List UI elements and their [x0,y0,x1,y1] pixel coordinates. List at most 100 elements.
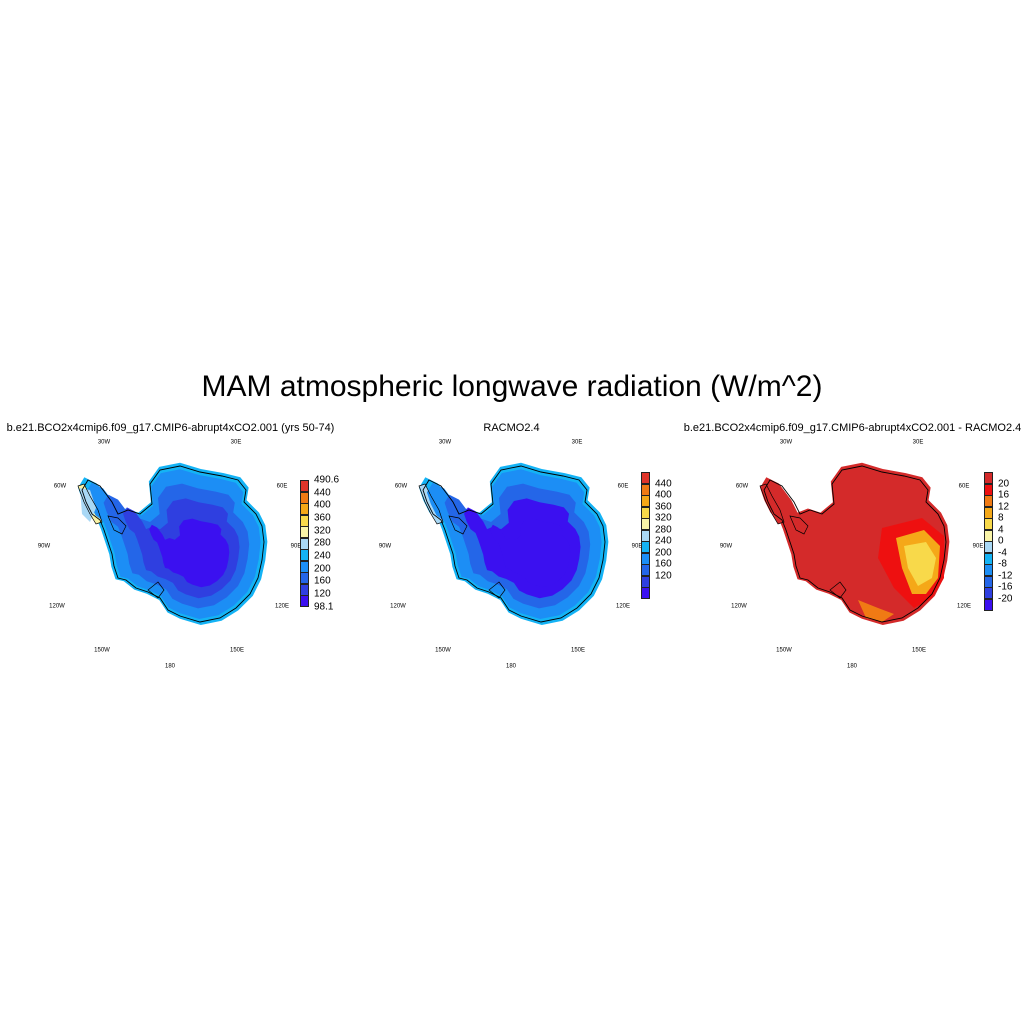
longitude-label: 180 [506,664,517,670]
panel-model: b.e21.BCO2x4cmip6.f09_g17.CMIP6-abrupt4x… [0,418,341,678]
ice-shelf-outline [448,515,468,535]
colorbar-label: 16 [998,489,1010,501]
colorbar-label: 160 [314,575,331,587]
colorbar-label: 440 [655,478,672,489]
ice-shelf-outline [147,581,165,599]
colorbar-box [984,575,993,588]
colorbar-label: -16 [998,581,1013,593]
longitude-label: 30E [913,440,924,446]
colorbar-box [300,549,309,562]
colorbar-box [300,503,309,516]
field-interior [490,518,571,588]
longitude-label: 60E [277,484,288,490]
colorbar-box [641,541,650,554]
colorbar-box [641,518,650,531]
colorbar-box [300,537,309,550]
antarctica-map: 30W 30E 60W 60E 90W 90E 120W 120E 150W 150E 180 [720,440,984,670]
longitude-label: 90W [38,544,51,550]
longitude-label: 30W [439,440,452,446]
colorbar-box [984,506,993,519]
colorbar-label: -12 [998,570,1013,581]
colorbar-label: 160 [655,558,672,570]
colorbar-box [300,480,309,493]
field-interior [149,518,230,588]
colorbar-label: 200 [655,547,672,558]
colorbar-box [300,514,309,527]
colorbar-label: 400 [314,499,331,511]
colorbar-label: 240 [655,535,672,547]
colorbar-label: 240 [314,550,331,562]
colorbar-box [641,552,650,565]
colorbar-box [300,560,309,573]
colorbar-label: 360 [655,501,672,512]
longitude-label: 120E [957,604,971,610]
colorbar-box [984,564,993,577]
longitude-label: 90E [291,544,302,550]
colorbar-box [641,587,650,600]
panel-title: b.e21.BCO2x4cmip6.f09_g17.CMIP6-abrupt4x… [6,422,335,434]
colorbar-box [984,495,993,508]
longitude-label: 90W [720,544,733,550]
field-yellow [904,542,936,586]
longitude-label: 150E [912,648,926,654]
colorbar-label: 320 [655,512,672,524]
antarctica-map: 30W 30E 60W 60E 90W 90E 120W 120E 150W 150E 180 [38,440,302,670]
panel-title: RACMO2.4 [483,422,540,434]
colorbar-box [984,598,993,611]
panel-title: b.e21.BCO2x4cmip6.f09_g17.CMIP6-abrupt4x… [683,422,1022,434]
colorbar-label: 280 [655,524,672,535]
peninsula-outline [759,483,785,525]
colorbar-label: 98.1 [314,601,334,612]
colorbar-box [641,483,650,496]
colorbar-box [300,595,309,608]
longitude-label: 120W [49,604,65,610]
peninsula-outline [418,483,444,525]
colorbar-box [984,472,993,485]
panel-difference: b.e21.BCO2x4cmip6.f09_g17.CMIP6-abrupt4x… [682,418,1023,678]
longitude-label: 90W [379,544,392,550]
colorbar-box [641,529,650,542]
figure-title: MAM atmospheric longwave radiation (W/m^… [201,370,823,403]
longitude-label: 60W [736,484,749,490]
coastline [422,465,606,623]
longitude-label: 180 [847,664,858,670]
colorbar-box [984,529,993,542]
longitude-label: 90E [632,544,643,550]
colorbar-label: 440 [314,487,331,499]
colorbar-box [984,518,993,531]
ice-shelf-outline [488,581,506,599]
colorbar-box [300,491,309,504]
longitude-label: 150E [571,648,585,654]
colorbar-label: -20 [998,593,1013,604]
colorbar-box [641,564,650,577]
colorbar-label: 120 [314,588,331,600]
colorbar-box [300,526,309,539]
colorbar-label: 490.6 [314,474,340,486]
colorbar-label: 4 [998,524,1004,535]
colorbar-label: 280 [314,537,331,549]
antarctica-map: 30W 30E 60W 60E 90W 90E 120W 120E 150W 150E 180 [379,440,643,670]
longitude-label: 150W [435,648,451,654]
longitude-label: 60W [395,484,408,490]
longitude-label: 150W [94,648,110,654]
colorbar-box [641,495,650,508]
ice-shelf-outline [829,581,847,599]
longitude-label: 30E [572,440,583,446]
field-warm [858,600,894,622]
peninsula-outline [77,483,103,525]
colorbar-box [641,575,650,588]
longitude-label: 180 [165,664,176,670]
colorbar-label: 360 [314,512,331,524]
colorbar-label: 20 [998,478,1010,489]
colorbar-label: -4 [998,547,1007,558]
longitude-label: 90E [973,544,984,550]
longitude-label: 60E [959,484,970,490]
longitude-label: 150W [776,648,792,654]
colorbar-box [984,483,993,496]
longitude-label: 60W [54,484,67,490]
ice-shelf-outline [107,515,127,535]
colorbar-box [300,583,309,596]
longitude-label: 30W [98,440,111,446]
colorbar-box [984,541,993,554]
colorbar-box [300,572,309,585]
